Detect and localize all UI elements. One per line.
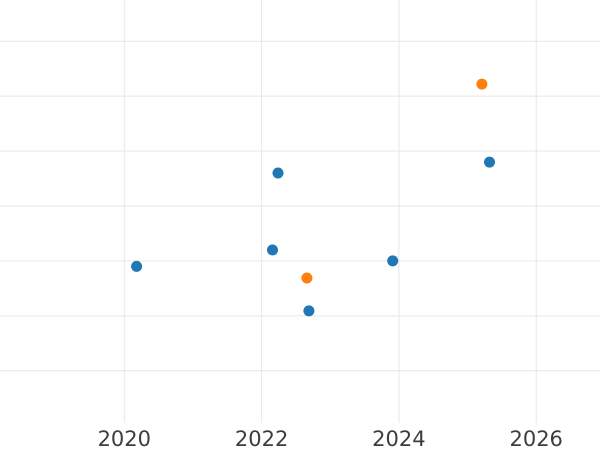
x-tick-label: 2024: [372, 427, 425, 450]
x-tick-label: 2026: [509, 427, 562, 450]
x-axis-tick-labels: 2020 2022 2024 2026: [98, 427, 563, 450]
data-point: [476, 78, 488, 90]
data-point: [484, 156, 495, 168]
horizontal-gridlines: [0, 40, 600, 372]
data-point: [131, 260, 143, 272]
data-point: [301, 272, 313, 284]
x-tick-label: 2022: [235, 427, 288, 450]
data-point: [267, 244, 278, 256]
data-point: [303, 305, 315, 317]
vertical-gridlines: [123, 0, 537, 423]
data-point: [387, 255, 399, 267]
data-points: [131, 78, 495, 317]
data-point: [272, 167, 284, 179]
x-tick-label: 2020: [98, 427, 151, 450]
